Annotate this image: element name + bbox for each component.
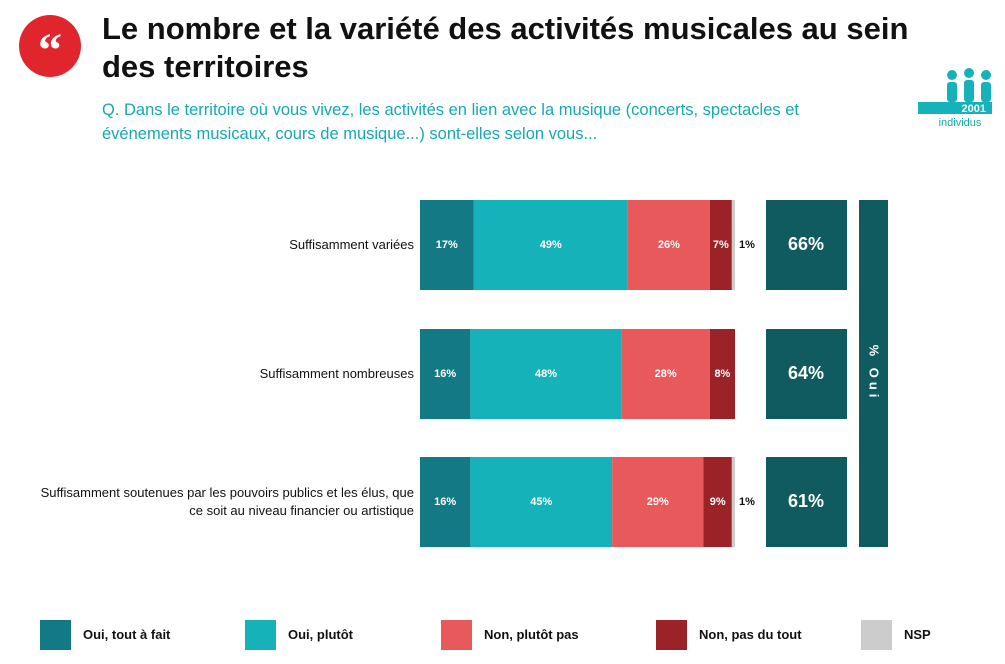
bar-segment	[709, 200, 732, 290]
legend-label: Non, pas du tout	[699, 627, 802, 642]
value-label: 26%	[658, 239, 680, 251]
legend-swatch	[245, 620, 276, 650]
category-label: Suffisamment variées	[289, 237, 414, 252]
total-label: 66%	[788, 234, 824, 254]
total-box	[766, 329, 847, 419]
value-label: 7%	[713, 239, 729, 251]
legend-swatch	[40, 620, 71, 650]
value-label: 48%	[535, 368, 557, 380]
bar-segment	[612, 457, 704, 547]
value-label: 17%	[436, 239, 458, 251]
category-label: Suffisamment nombreuses	[259, 366, 414, 381]
value-label: 1%	[739, 239, 755, 251]
bar-segment	[470, 457, 613, 547]
bar-segment	[420, 200, 474, 290]
value-label: 16%	[434, 496, 456, 508]
value-label: 49%	[540, 239, 562, 251]
bar-segment	[470, 329, 622, 419]
legend-label: Oui, tout à fait	[83, 627, 171, 642]
legend-swatch	[441, 620, 472, 650]
value-label: 28%	[655, 368, 677, 380]
totals-header	[859, 200, 888, 547]
value-label: 29%	[647, 496, 669, 508]
total-label: 64%	[788, 363, 824, 383]
bar-segment	[420, 457, 471, 547]
sample-unit: individus	[939, 117, 982, 129]
category-label: Suffisamment soutenues par les pouvoirs …	[40, 485, 414, 518]
legend-label: Oui, plutôt	[288, 627, 353, 642]
subtitle: Q. Dans le territoire où vous vivez, les…	[102, 101, 799, 143]
people-icon	[918, 68, 992, 114]
sample-count: 2001	[962, 103, 986, 115]
bar-segment	[627, 200, 710, 290]
bar-segment	[731, 457, 735, 547]
legend-swatch	[656, 620, 687, 650]
value-label: 8%	[714, 368, 730, 380]
legend-label: Non, plutôt pas	[484, 627, 579, 642]
value-label: 45%	[530, 496, 552, 508]
value-label: 16%	[434, 368, 456, 380]
bar-segment	[731, 200, 735, 290]
quote-icon	[19, 15, 81, 77]
total-box	[766, 457, 847, 547]
bar-segment	[473, 200, 628, 290]
value-label: 1%	[739, 496, 755, 508]
total-label: 61%	[788, 491, 824, 511]
title: Le nombre et la variété des activités mu…	[102, 11, 909, 84]
quote-mark: “	[38, 24, 62, 77]
bar-segment	[709, 329, 735, 419]
legend-label: NSP	[904, 627, 931, 642]
bar-segment	[703, 457, 732, 547]
legend-swatch	[861, 620, 892, 650]
bar-segment	[420, 329, 471, 419]
bar-segment	[621, 329, 710, 419]
total-box	[766, 200, 847, 290]
totals-label: % Oui	[867, 345, 882, 402]
value-label: 9%	[710, 496, 726, 508]
